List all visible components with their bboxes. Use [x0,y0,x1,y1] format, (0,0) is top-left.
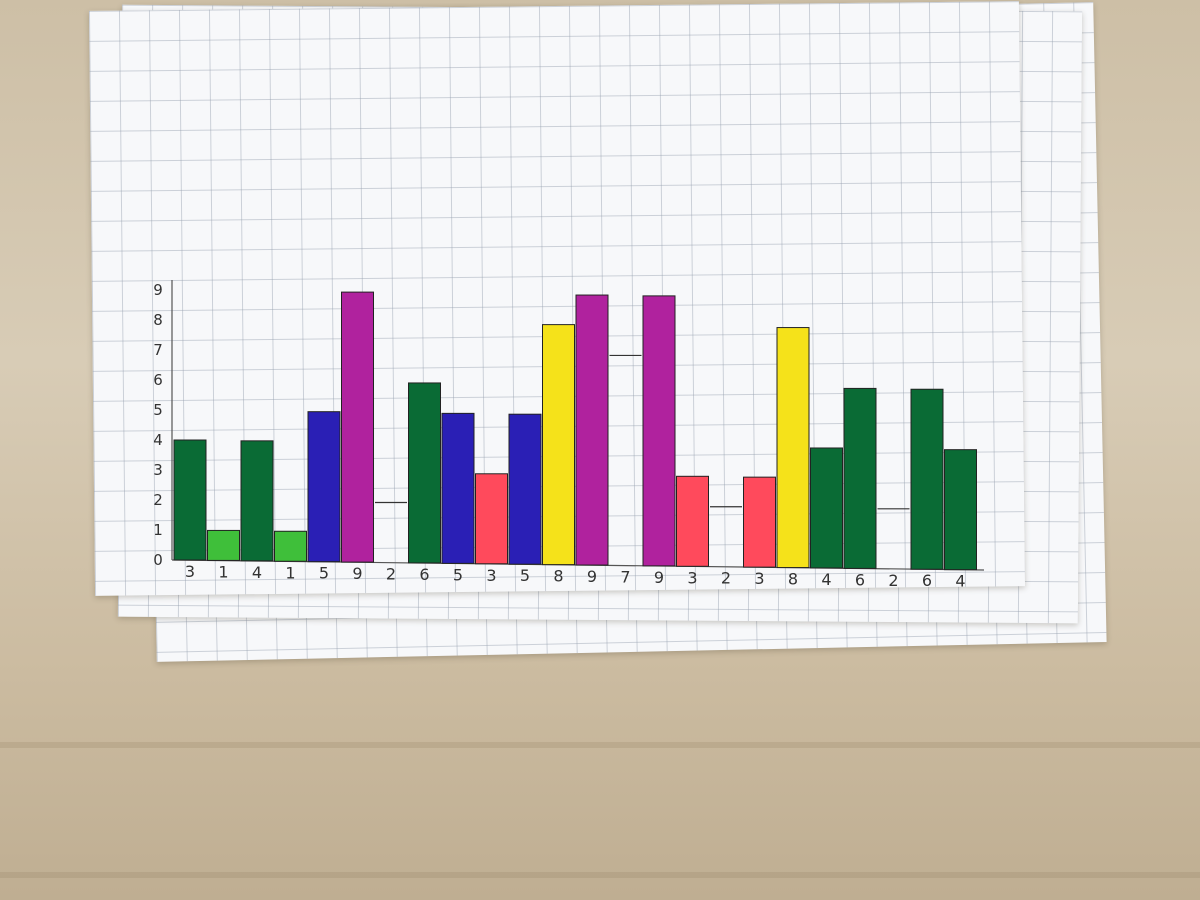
bar [508,413,542,565]
x-tick-label: 9 [587,567,597,586]
bar [475,473,508,565]
bar [810,447,843,569]
x-tick-label: 9 [352,564,362,583]
x-tick-label: 4 [252,563,262,582]
x-tick-label: 7 [620,567,630,586]
bar [843,387,877,569]
x-tick-label: 5 [520,566,530,585]
x-tick-label: 9 [654,568,664,587]
y-tick-label: 1 [153,521,163,539]
x-tick-label: 2 [386,565,396,584]
y-tick-label: 7 [153,341,163,359]
x-tick-label: 2 [721,569,731,588]
y-tick-label: 2 [153,491,163,509]
x-tick-label: 2 [888,571,898,590]
x-tick-label: 1 [218,562,228,581]
x-tick-label: 6 [922,571,932,590]
bar [542,324,575,566]
bar [441,412,475,564]
x-tick-label: 1 [285,563,295,582]
y-tick-label: 6 [153,371,163,389]
x-tick-label: 3 [687,568,697,587]
bar [910,388,944,570]
bar [575,294,609,566]
x-tick-label: 5 [319,564,329,583]
chart-layer: 0 1 2 3 4 5 6 7 8 9 3 1 4 1 5 9 2 6 5 3 5 8 9 7 9 3 2 3 8 4 6 2 6 4 [153,280,985,591]
bar [776,327,810,569]
x-tick-label: 5 [453,565,463,584]
bar [274,530,307,562]
y-tick-label: 8 [153,311,163,329]
x-tick-label: 3 [754,569,764,588]
bar [240,440,274,562]
x-tick-label: 4 [821,570,831,589]
x-tick-label: 4 [955,572,965,591]
bar [207,529,240,561]
bar [642,295,676,567]
x-tick-label: 3 [185,562,195,581]
x-tick-label: 8 [553,567,563,586]
x-tick-label: 3 [486,566,496,585]
y-tick-label: 3 [153,461,163,479]
bar [676,475,709,567]
y-tick-label: 4 [153,431,163,449]
x-tick-label: 6 [855,570,865,589]
desk-edge [0,742,1200,748]
y-tick-label: 5 [153,401,163,419]
bar [307,411,341,563]
bar [944,449,977,571]
x-tick-label: 8 [788,570,798,589]
x-tick-label: 6 [419,565,429,584]
bar [173,439,207,561]
y-tick-label: 9 [153,281,163,299]
bar [743,476,776,568]
bar [408,382,441,564]
bar [341,291,374,563]
desk-edge [0,872,1200,878]
y-tick-label: 0 [153,551,163,569]
